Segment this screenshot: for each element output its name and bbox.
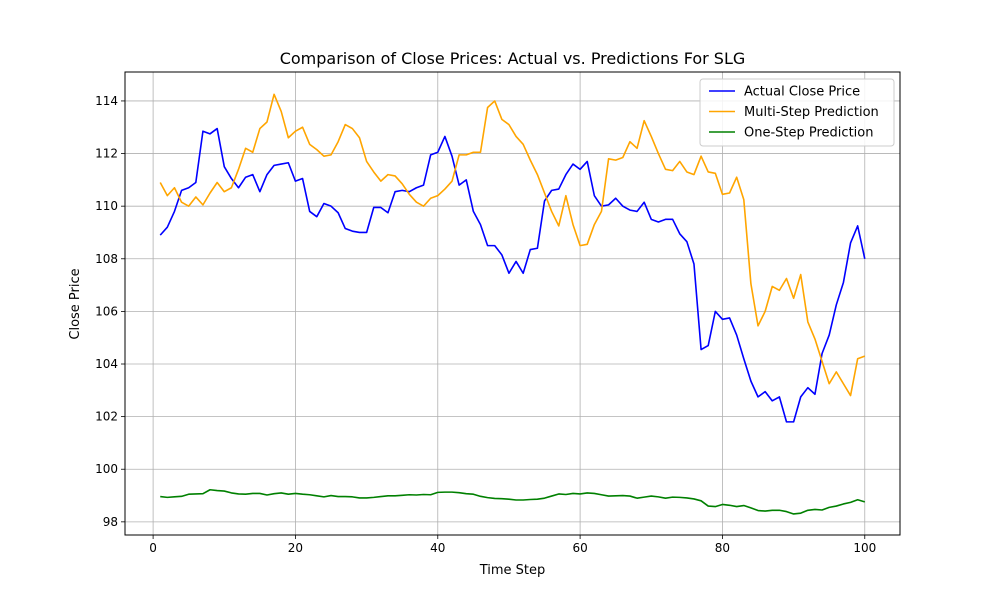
y-tick-label: 114 bbox=[95, 94, 118, 108]
axis-ticks: 0 20 40 60 80 100 98 100 102 104 106 108 110 112 114 bbox=[95, 94, 876, 555]
y-tick-label: 106 bbox=[95, 304, 118, 318]
y-tick-label: 110 bbox=[95, 199, 118, 213]
x-tick-label: 60 bbox=[572, 541, 587, 555]
y-tick-label: 98 bbox=[103, 515, 118, 529]
y-tick-label: 108 bbox=[95, 252, 118, 266]
legend-label-actual-close-price: Actual Close Price bbox=[744, 85, 860, 100]
grid-lines bbox=[125, 72, 900, 535]
legend-label-multi-step-prediction: Multi-Step Prediction bbox=[744, 105, 879, 120]
y-tick-label: 100 bbox=[95, 462, 118, 476]
x-tick-label: 40 bbox=[430, 541, 445, 555]
y-axis-label: Close Price bbox=[68, 268, 83, 339]
y-tick-label: 102 bbox=[95, 410, 118, 424]
legend-box bbox=[699, 78, 895, 147]
legend-label-one-step-prediction: One-Step Prediction bbox=[744, 126, 873, 141]
series-line-one-step-prediction bbox=[160, 488, 865, 515]
series-line-multi-step-prediction bbox=[159, 93, 866, 397]
x-tick-label: 80 bbox=[715, 541, 730, 555]
chart-title: Comparison of Close Prices: Actual vs. P… bbox=[280, 49, 746, 68]
plot-frame bbox=[124, 71, 901, 536]
series-line-actual-close-price bbox=[159, 127, 866, 423]
series-lines bbox=[159, 93, 866, 515]
y-tick-label: 112 bbox=[95, 147, 118, 161]
x-axis-label: Time Step bbox=[479, 563, 546, 578]
legend: Actual Close Price Multi-Step Prediction O… bbox=[699, 78, 895, 147]
y-tick-label: 104 bbox=[95, 357, 118, 371]
x-tick-label: 100 bbox=[853, 541, 876, 555]
x-tick-label: 0 bbox=[149, 541, 157, 555]
x-tick-label: 20 bbox=[288, 541, 303, 555]
